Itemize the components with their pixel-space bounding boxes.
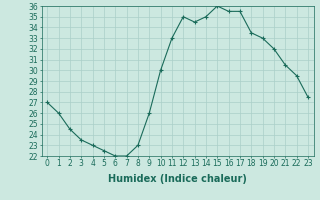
X-axis label: Humidex (Indice chaleur): Humidex (Indice chaleur) <box>108 174 247 184</box>
